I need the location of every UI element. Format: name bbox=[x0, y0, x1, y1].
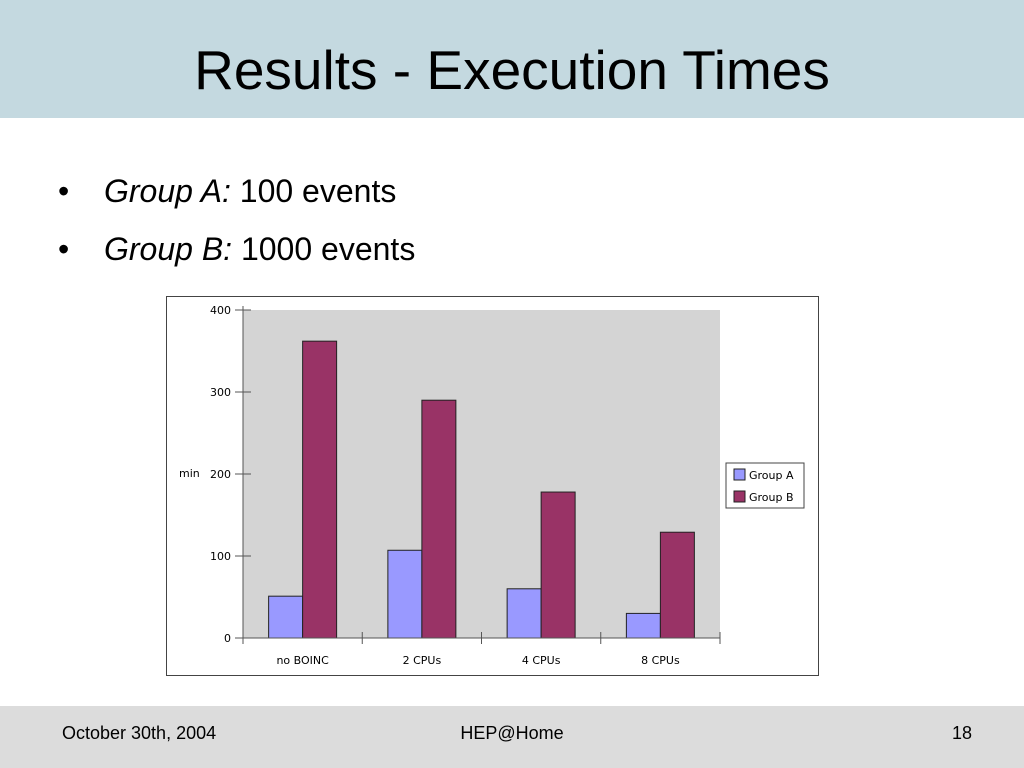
bars-group bbox=[268, 340, 695, 639]
bar-group-b-8-cpus bbox=[659, 531, 695, 639]
bullet-item-group-b: • Group B: 1000 events bbox=[58, 220, 415, 278]
page-number: 18 bbox=[951, 723, 972, 743]
y-tick-label: 200 bbox=[210, 468, 231, 481]
y-tick-label: 0 bbox=[224, 632, 231, 645]
bar-group-b-4-cpus bbox=[540, 491, 576, 639]
legend-label-group-b: Group B bbox=[749, 491, 794, 504]
legend-label-group-a: Group A bbox=[749, 469, 794, 482]
x-tick-label: 2 CPUs bbox=[403, 654, 442, 667]
footer-date: October 30th, 2004 bbox=[62, 723, 217, 743]
title-bar bbox=[0, 0, 1024, 118]
bullet-label: Group A: bbox=[104, 173, 231, 209]
footer: October 30th, 2004 HEP@Home 18 bbox=[0, 706, 1024, 768]
bullet-text: 100 events bbox=[230, 173, 397, 209]
x-tick-label: 8 CPUs bbox=[641, 654, 680, 667]
bullet-icon: • bbox=[58, 231, 70, 267]
legend: Group A Group B bbox=[725, 462, 805, 509]
chart-frame: no BOINC 2 CPUs 4 CPUs 8 CPUs 0 100 200 300 400 … bbox=[166, 296, 819, 676]
bar-group-a-4-cpus bbox=[506, 588, 542, 639]
y-axis-label: min bbox=[179, 467, 200, 480]
axes-group: no BOINC 2 CPUs 4 CPUs 8 CPUs 0 100 200 300 400 bbox=[210, 304, 721, 667]
legend-swatch-group-b bbox=[733, 490, 746, 503]
bar-group-b-no-boinc bbox=[302, 340, 338, 639]
x-tick-label: 4 CPUs bbox=[522, 654, 561, 667]
bullet-text: 1000 events bbox=[232, 231, 416, 267]
bar-group-a-8-cpus bbox=[625, 612, 661, 639]
bullet-list: • Group A: 100 events • Group B: 1000 even… bbox=[58, 162, 415, 278]
y-tick-label: 400 bbox=[210, 304, 231, 317]
bar-group-a-no-boinc bbox=[268, 595, 304, 639]
slide-title: Results - Execution Times bbox=[194, 39, 830, 101]
bullet-icon: • bbox=[58, 173, 70, 209]
bullet-label: Group B: bbox=[104, 231, 233, 267]
bullet-item-group-a: • Group A: 100 events bbox=[58, 162, 415, 220]
legend-swatch-group-a bbox=[733, 468, 746, 481]
bar-group-b-2-cpus bbox=[421, 399, 457, 639]
footer-title: HEP@Home bbox=[460, 723, 564, 743]
y-tick-label: 100 bbox=[210, 550, 231, 563]
bar-group-a-2-cpus bbox=[387, 549, 423, 639]
y-tick-label: 300 bbox=[210, 386, 231, 399]
x-tick-label: no BOINC bbox=[276, 654, 329, 667]
bar-chart: no BOINC 2 CPUs 4 CPUs 8 CPUs0100200300400 … bbox=[179, 304, 805, 667]
